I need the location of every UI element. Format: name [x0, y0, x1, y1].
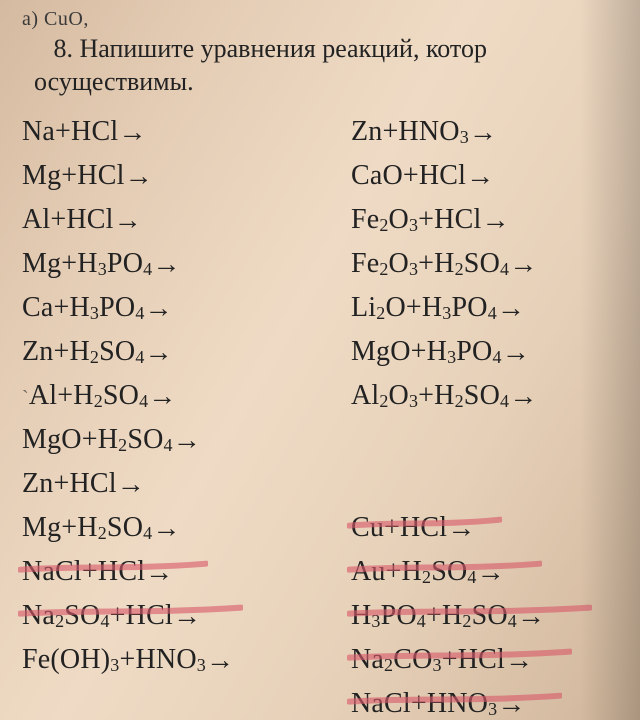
- arrow-icon: →: [145, 331, 173, 375]
- arrow-icon: →: [152, 507, 180, 551]
- left-column: Na+HCl→Mg+HCl→Al+HCl→Mg+H3PO4→Ca+H3PO4→Z…: [22, 110, 351, 720]
- equation: Na2CO3+HCl→: [351, 638, 640, 682]
- equation: Mg+H3PO4→: [22, 242, 351, 286]
- equation: Zn+HCl→: [22, 462, 351, 506]
- equation: H3PO4+H2SO4→: [351, 594, 640, 638]
- arrow-icon: →: [505, 639, 533, 683]
- arrow-icon: →: [118, 111, 146, 155]
- column-gap: [351, 418, 640, 506]
- equation: Zn+HNO3→: [351, 110, 640, 154]
- equation: Al2O3+H2SO4→: [351, 374, 640, 418]
- equation: Zn+H2SO4→: [22, 330, 351, 374]
- arrow-icon: →: [497, 287, 525, 331]
- arrow-icon: →: [117, 463, 145, 507]
- equation: `Al+H2SO4→: [22, 374, 351, 418]
- arrow-icon: →: [173, 595, 201, 639]
- equation: MgO+H2SO4→: [22, 418, 351, 462]
- equation: Al+HCl→: [22, 198, 351, 242]
- arrow-icon: →: [517, 595, 545, 639]
- top-cut-text: a) CuO,: [22, 8, 640, 31]
- right-column: Zn+HNO3→CaO+HCl→Fe2O3+HCl→Fe2O3+H2SO4→Li…: [351, 110, 640, 720]
- arrow-icon: →: [447, 507, 475, 551]
- equation: NaCl+HCl→: [22, 550, 351, 594]
- arrow-icon: →: [125, 155, 153, 199]
- arrow-icon: →: [206, 639, 234, 683]
- equation: Na2SO4+HCl→: [22, 594, 351, 638]
- arrow-icon: →: [481, 199, 509, 243]
- equation: Fe2O3+HCl→: [351, 198, 640, 242]
- equation: MgO+H3PO4→: [351, 330, 640, 374]
- equation: Au+H2SO4→: [351, 550, 640, 594]
- arrow-icon: →: [466, 155, 494, 199]
- equation: CaO+HCl→: [351, 154, 640, 198]
- arrow-icon: →: [497, 683, 525, 720]
- arrow-icon: →: [509, 243, 537, 287]
- equation: Cu+HCl→: [351, 506, 640, 550]
- page: a) CuO, 8. Напишите уравнения реакций, к…: [0, 0, 640, 720]
- equation: NaCl+HNO3→: [351, 682, 640, 720]
- equation: Mg+H2SO4→: [22, 506, 351, 550]
- arrow-icon: →: [145, 551, 173, 595]
- task-instruction: 8. Напишите уравнения реакций, котор осу…: [34, 33, 640, 98]
- arrow-icon: →: [114, 199, 142, 243]
- equation: Na+HCl→: [22, 110, 351, 154]
- equation-columns: Na+HCl→Mg+HCl→Al+HCl→Mg+H3PO4→Ca+H3PO4→Z…: [22, 110, 640, 720]
- arrow-icon: →: [469, 111, 497, 155]
- equation: Mg+HCl→: [22, 154, 351, 198]
- arrow-icon: →: [152, 243, 180, 287]
- arrow-icon: →: [502, 331, 530, 375]
- arrow-icon: →: [477, 551, 505, 595]
- task-number: 8.: [54, 34, 74, 63]
- equation: Ca+H3PO4→: [22, 286, 351, 330]
- arrow-icon: →: [148, 375, 176, 419]
- instruction-line-1: Напишите уравнения реакций, котор: [80, 34, 487, 63]
- instruction-line-2: осуществимы.: [34, 67, 194, 96]
- equation: Fe2O3+H2SO4→: [351, 242, 640, 286]
- arrow-icon: →: [509, 375, 537, 419]
- arrow-icon: →: [173, 419, 201, 463]
- equation: Fe(OH)3+HNO3→: [22, 638, 351, 682]
- equation: Li2O+H3PO4→: [351, 286, 640, 330]
- arrow-icon: →: [145, 287, 173, 331]
